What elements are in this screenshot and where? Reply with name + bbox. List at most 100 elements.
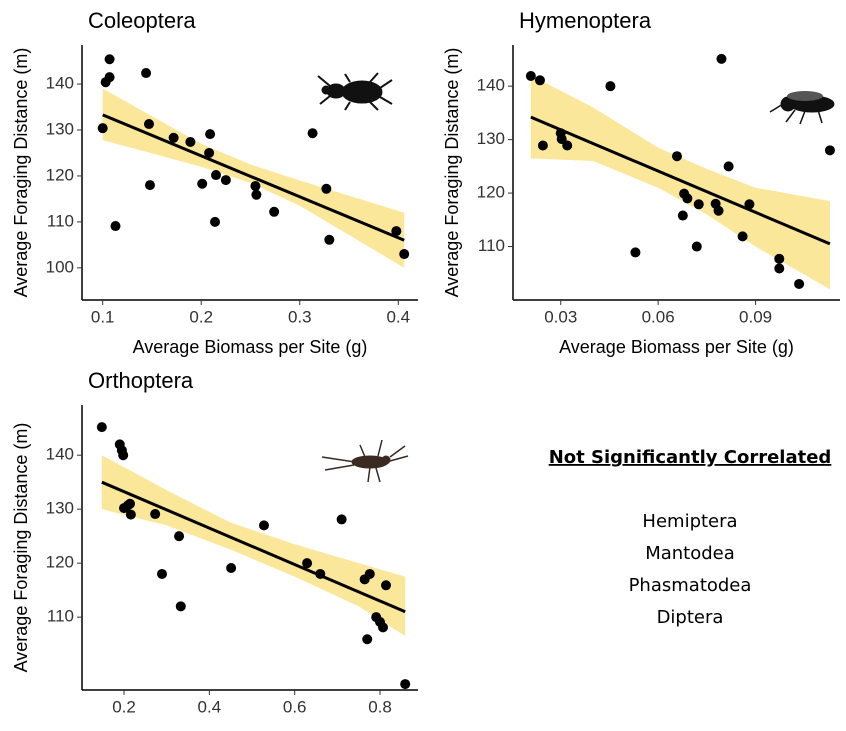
y-tick-label: 130 xyxy=(46,499,74,518)
x-tick-label: 0.09 xyxy=(739,307,772,326)
data-point xyxy=(97,123,108,134)
data-point xyxy=(774,263,785,274)
x-tick-label: 0.6 xyxy=(283,697,307,716)
x-axis-title: Average Biomass per Site (g) xyxy=(133,337,368,357)
y-tick-label: 120 xyxy=(477,183,505,202)
note-item: Diptera xyxy=(657,607,724,628)
confidence-band xyxy=(530,75,830,290)
data-point xyxy=(537,140,548,151)
data-point xyxy=(175,601,186,612)
data-point xyxy=(197,178,208,189)
data-point xyxy=(168,132,179,143)
data-point xyxy=(144,119,155,130)
x-tick-label: 0.8 xyxy=(368,697,392,716)
data-point xyxy=(605,81,616,92)
note-title: Not Significantly Correlated xyxy=(549,447,832,468)
data-point xyxy=(534,75,545,86)
data-point xyxy=(302,558,313,569)
data-point xyxy=(824,145,835,156)
data-point xyxy=(157,568,167,579)
y-tick-label: 120 xyxy=(46,553,74,572)
data-point xyxy=(723,161,734,172)
data-point xyxy=(682,193,693,204)
y-axis-title: Average Foraging Distance (m) xyxy=(442,48,462,298)
data-point xyxy=(677,210,688,221)
data-point xyxy=(141,68,152,79)
data-point xyxy=(104,54,115,65)
cricket-icon xyxy=(321,439,409,483)
x-tick-label: 0.1 xyxy=(91,307,115,326)
data-point xyxy=(794,278,805,289)
x-tick-label: 0.2 xyxy=(189,307,213,326)
data-point xyxy=(210,216,221,227)
data-point xyxy=(630,247,641,258)
data-point xyxy=(185,136,196,147)
data-point xyxy=(744,199,755,210)
data-point xyxy=(562,140,573,151)
note-item: Mantodea xyxy=(645,543,735,564)
data-point xyxy=(251,189,262,200)
data-point xyxy=(104,72,115,83)
data-point xyxy=(204,147,215,158)
note-item: Phasmatodea xyxy=(629,575,752,596)
x-tick-label: 0.4 xyxy=(386,307,410,326)
data-point xyxy=(125,498,135,509)
data-point xyxy=(269,206,280,217)
data-point xyxy=(381,580,391,591)
data-point xyxy=(716,53,727,64)
x-tick-label: 0.06 xyxy=(642,307,675,326)
y-tick-label: 110 xyxy=(47,211,74,230)
data-point xyxy=(150,509,161,520)
data-point xyxy=(400,679,411,690)
y-tick-label: 140 xyxy=(46,74,74,93)
y-tick-label: 130 xyxy=(46,119,74,138)
data-point xyxy=(307,128,318,139)
x-axis-title: Average Biomass per Site (g) xyxy=(559,337,794,357)
data-point xyxy=(110,221,121,232)
data-point xyxy=(399,249,410,260)
data-point xyxy=(205,129,216,140)
y-tick-label: 100 xyxy=(46,257,74,276)
data-point xyxy=(336,514,347,525)
data-point xyxy=(174,531,185,542)
data-point xyxy=(774,253,785,264)
data-point xyxy=(691,241,702,252)
fit-line xyxy=(101,480,406,614)
data-point xyxy=(211,170,222,181)
fit-line xyxy=(530,115,831,246)
data-point xyxy=(324,234,335,245)
data-point xyxy=(144,180,155,191)
chart-title: Coleoptera xyxy=(88,8,196,33)
y-tick-label: 120 xyxy=(46,165,74,184)
beetle-icon xyxy=(317,72,393,111)
data-point xyxy=(693,199,704,210)
data-point xyxy=(525,71,536,82)
data-point xyxy=(737,231,748,242)
x-tick-label: 0.3 xyxy=(288,307,312,326)
data-point xyxy=(226,563,237,574)
y-axis-title: Average Foraging Distance (m) xyxy=(11,423,31,673)
data-point xyxy=(96,422,107,433)
y-tick-label: 110 xyxy=(47,607,74,626)
x-tick-label: 0.03 xyxy=(544,307,577,326)
fly-icon xyxy=(769,91,835,125)
data-point xyxy=(391,226,402,237)
data-point xyxy=(220,175,231,186)
data-point xyxy=(250,181,261,192)
data-point xyxy=(321,183,332,194)
y-tick-label: 140 xyxy=(477,76,505,95)
note-item: Hemiptera xyxy=(642,511,737,532)
data-point xyxy=(671,151,682,162)
x-tick-label: 0.2 xyxy=(112,697,136,716)
chart-title: Hymenoptera xyxy=(519,8,652,33)
data-point xyxy=(258,520,269,531)
data-point xyxy=(378,622,389,633)
y-tick-label: 130 xyxy=(477,129,505,148)
y-tick-label: 140 xyxy=(46,445,74,464)
data-point xyxy=(125,509,136,520)
data-point xyxy=(362,634,373,645)
data-point xyxy=(713,205,724,216)
data-point xyxy=(118,450,129,461)
chart-title: Orthoptera xyxy=(88,368,194,393)
